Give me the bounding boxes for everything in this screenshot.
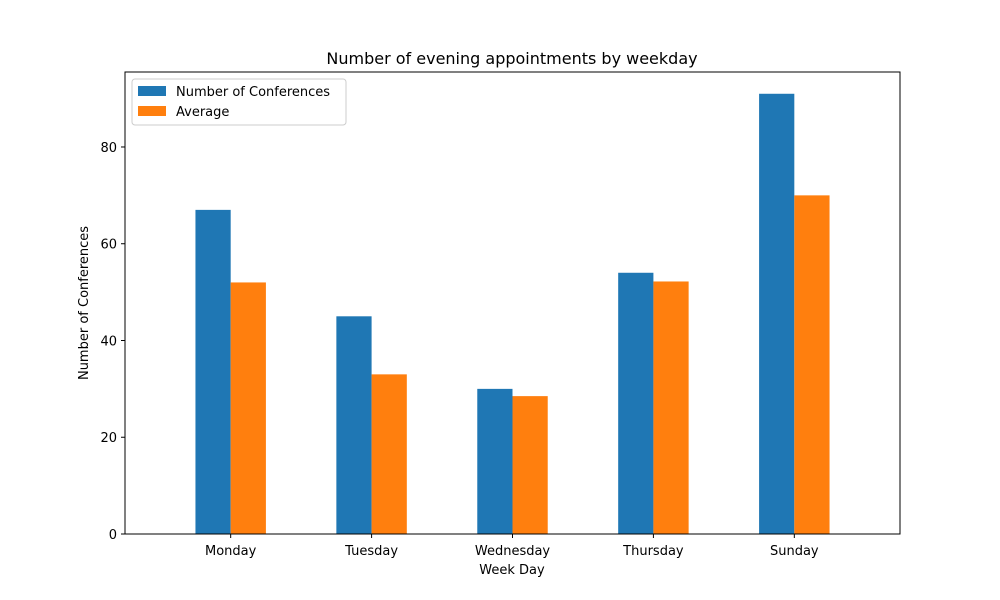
y-tick-label-80: 80 bbox=[100, 141, 117, 156]
plot-area bbox=[124, 71, 901, 535]
chart-title: Number of evening appointments by weekda… bbox=[326, 49, 697, 68]
bar-number-of-conferences-monday bbox=[195, 209, 231, 535]
legend-box bbox=[131, 78, 347, 126]
legend-label-number-of-conferences: Number of Conferences bbox=[176, 85, 330, 100]
y-tick-label-20: 20 bbox=[100, 431, 117, 446]
x-axis-label: Week Day bbox=[479, 563, 545, 578]
x-tick-label-tuesday: Tuesday bbox=[344, 544, 398, 559]
legend-swatch-average bbox=[138, 106, 166, 116]
y-axis-label: Number of Conferences bbox=[77, 226, 92, 380]
legend-label-average: Average bbox=[176, 105, 229, 120]
y-tick-label-60: 60 bbox=[100, 238, 117, 253]
x-tick-label-sunday: Sunday bbox=[770, 544, 819, 559]
bars-group bbox=[195, 93, 830, 535]
x-tick-label-monday: Monday bbox=[205, 544, 257, 559]
y-tick-label-40: 40 bbox=[100, 334, 117, 349]
y-axis-ticks: 0 20 40 60 80 bbox=[100, 141, 125, 543]
bar-number-of-conferences-sunday bbox=[759, 93, 795, 535]
y-tick-label-0: 0 bbox=[109, 528, 117, 543]
x-tick-label-wednesday: Wednesday bbox=[475, 544, 551, 559]
x-axis-ticks: Monday Tuesday Wednesday Thursday Sunday bbox=[205, 534, 819, 559]
bar-average-wednesday bbox=[512, 396, 548, 534]
x-tick-label-thursday: Thursday bbox=[622, 544, 684, 559]
bar-number-of-conferences-thursday bbox=[618, 272, 654, 534]
legend-swatch-number-of-conferences bbox=[138, 86, 166, 96]
bar-average-monday bbox=[230, 282, 266, 534]
bar-average-sunday bbox=[794, 195, 830, 534]
bar-average-tuesday bbox=[371, 374, 407, 534]
bar-number-of-conferences-tuesday bbox=[336, 316, 372, 534]
legend: Number of Conferences Average bbox=[131, 78, 347, 126]
bar-number-of-conferences-wednesday bbox=[477, 388, 513, 534]
bar-average-thursday bbox=[653, 281, 689, 534]
